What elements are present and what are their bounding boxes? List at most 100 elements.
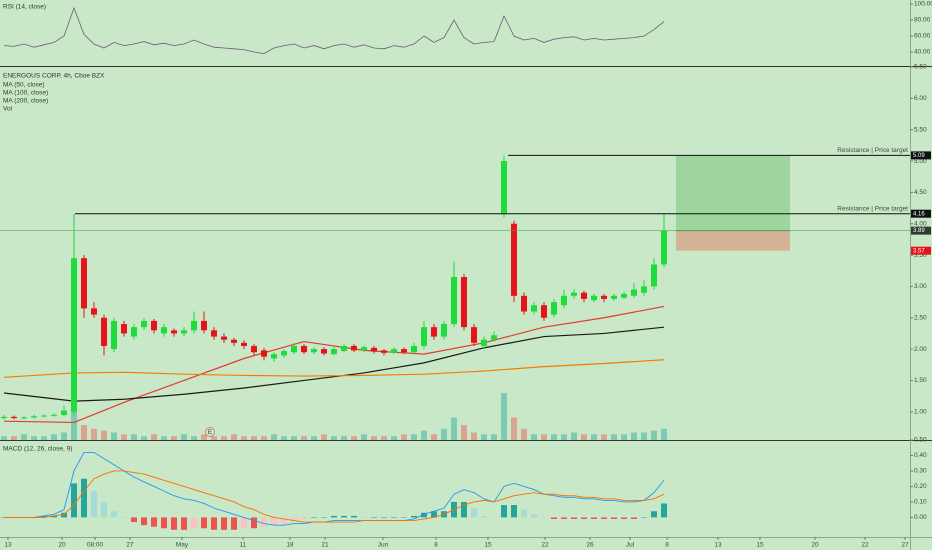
volume-bar bbox=[611, 434, 617, 440]
histogram-bar bbox=[71, 483, 77, 518]
x-tick-label: 13 bbox=[714, 542, 722, 549]
volume-bar bbox=[161, 436, 167, 440]
histogram-bar bbox=[131, 517, 137, 523]
volume-bar bbox=[571, 432, 577, 440]
candle-body bbox=[381, 350, 387, 353]
candle-body bbox=[171, 330, 177, 334]
volume-bar bbox=[151, 434, 157, 440]
histogram-bar bbox=[231, 517, 237, 530]
candle-body bbox=[41, 415, 47, 417]
volume-bar bbox=[551, 434, 557, 440]
histogram-bar bbox=[331, 515, 337, 518]
volume-bar bbox=[271, 434, 277, 440]
target-zone bbox=[676, 155, 790, 231]
volume-bar bbox=[181, 434, 187, 440]
volume-bar bbox=[481, 434, 487, 440]
candle-body bbox=[401, 349, 407, 353]
candle-body bbox=[551, 302, 557, 315]
candle-body bbox=[481, 339, 487, 346]
candle-body bbox=[181, 330, 187, 334]
volume-bar bbox=[351, 436, 357, 440]
volume-bar bbox=[451, 417, 457, 440]
volume-bar bbox=[421, 430, 427, 440]
volume-bar bbox=[561, 434, 567, 440]
histogram-bar bbox=[521, 509, 527, 518]
histogram-bar bbox=[511, 505, 517, 518]
histogram-bar bbox=[411, 515, 417, 518]
y-tick-label: 0.40 bbox=[914, 452, 927, 459]
histogram-bar bbox=[531, 514, 537, 518]
volume-bar bbox=[541, 434, 547, 440]
histogram-bar bbox=[311, 517, 317, 518]
candle-body bbox=[391, 349, 397, 353]
volume-bar bbox=[471, 432, 477, 440]
histogram-bar bbox=[301, 517, 307, 519]
volume-bar bbox=[61, 432, 67, 440]
candle-body bbox=[411, 345, 417, 353]
candle-body bbox=[361, 347, 367, 351]
x-tick-label: Jun bbox=[378, 542, 389, 549]
histogram-bar bbox=[581, 517, 587, 519]
candle-body bbox=[281, 350, 287, 356]
candle-body bbox=[371, 347, 377, 352]
volume-bar bbox=[241, 436, 247, 440]
x-tick-label: May bbox=[176, 542, 189, 549]
x-tick-label: 8 bbox=[665, 542, 669, 549]
histogram-bar bbox=[491, 517, 497, 518]
x-tick-label: 20 bbox=[58, 542, 66, 549]
histogram-bar bbox=[161, 517, 167, 529]
candle-body bbox=[451, 277, 457, 325]
histogram-bar bbox=[561, 517, 567, 519]
histogram-bar bbox=[171, 517, 177, 530]
candle-body bbox=[531, 305, 537, 312]
volume-bar bbox=[441, 428, 447, 440]
volume-bar bbox=[211, 436, 217, 440]
x-tick-label: 27 bbox=[901, 542, 909, 549]
y-tick-label: 0.20 bbox=[914, 483, 927, 490]
candle-body bbox=[521, 295, 527, 312]
histogram-bar bbox=[271, 517, 277, 526]
x-tick-label: 27 bbox=[126, 542, 134, 549]
candle-body bbox=[631, 289, 637, 296]
candle-body bbox=[501, 161, 507, 214]
legend-entry: MA (200, close) bbox=[3, 98, 48, 105]
y-tick-label: 0.10 bbox=[914, 499, 927, 506]
macd-line bbox=[4, 470, 665, 523]
moving-average bbox=[3, 359, 665, 378]
y-tick-label: 5.50 bbox=[914, 126, 927, 133]
candle-body bbox=[161, 327, 167, 334]
histogram-bar bbox=[601, 517, 607, 519]
x-tick-label: 18 bbox=[286, 542, 294, 549]
histogram-bar bbox=[241, 517, 247, 529]
histogram-bar bbox=[81, 478, 87, 518]
volume-bar bbox=[411, 434, 417, 440]
stop-zone bbox=[676, 230, 790, 251]
histogram-bar bbox=[61, 512, 67, 518]
x-tick-label: 21 bbox=[321, 542, 329, 549]
legend-entry: MA (50, close) bbox=[3, 82, 45, 89]
volume-bar bbox=[91, 428, 97, 440]
histogram-bar bbox=[111, 511, 117, 518]
histogram-bar bbox=[391, 517, 397, 518]
candle-body bbox=[491, 335, 497, 340]
candle-body bbox=[611, 295, 617, 299]
histogram-bar bbox=[551, 517, 557, 519]
price-badge bbox=[911, 226, 931, 235]
price-badge bbox=[911, 209, 931, 218]
histogram-bar bbox=[401, 517, 407, 518]
histogram-bar bbox=[281, 517, 287, 524]
moving-average bbox=[3, 305, 665, 424]
volume-bar bbox=[401, 434, 407, 440]
candle-body bbox=[31, 416, 37, 418]
histogram-bar bbox=[101, 501, 107, 518]
candle-body bbox=[21, 417, 27, 419]
volume-bar bbox=[531, 434, 537, 440]
candle-body bbox=[621, 293, 627, 298]
candle-body bbox=[191, 320, 197, 331]
histogram-bar bbox=[641, 517, 647, 518]
y-tick-label: 2.50 bbox=[914, 314, 927, 321]
y-tick-label: 60.00 bbox=[914, 33, 931, 40]
candle-body bbox=[601, 295, 607, 299]
x-tick-label: 15 bbox=[756, 542, 764, 549]
